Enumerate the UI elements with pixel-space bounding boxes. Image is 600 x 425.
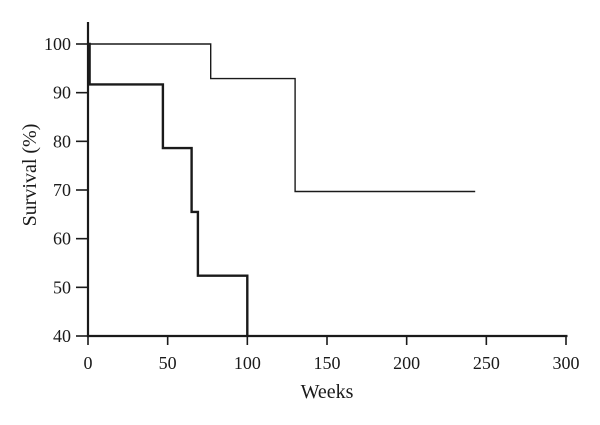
survival-curve-2 [88,42,249,336]
y-tick-label: 80 [53,131,71,151]
y-tick-label: 100 [44,34,71,54]
x-tick-label: 250 [473,353,500,373]
x-tick-label: 300 [553,353,580,373]
y-tick-label: 50 [53,277,71,297]
y-tick-label: 90 [53,83,71,103]
x-tick-label: 100 [234,353,261,373]
survival-curve-1 [88,43,476,193]
x-tick-label: 0 [84,353,93,373]
y-tick-label: 40 [53,326,71,346]
y-axis-title: Survival (%) [19,124,41,227]
x-tick-label: 50 [159,353,177,373]
y-tick-label: 70 [53,180,71,200]
plot-area: 0 50 100 150 200 250 300 40 50 60 70 80 90 100 [44,22,580,373]
x-axis-title: Weeks [301,381,354,403]
y-tick-label: 60 [53,229,71,249]
x-tick-label: 150 [314,353,341,373]
x-tick-label: 200 [393,353,420,373]
